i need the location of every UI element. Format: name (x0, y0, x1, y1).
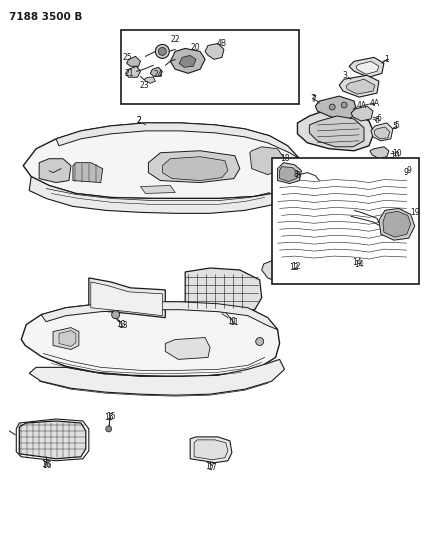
Polygon shape (194, 440, 228, 460)
Text: 12: 12 (291, 262, 300, 271)
Polygon shape (39, 159, 71, 182)
Polygon shape (250, 147, 285, 175)
Text: 16: 16 (41, 460, 51, 469)
Text: 5: 5 (392, 123, 397, 132)
Text: 14: 14 (354, 260, 364, 269)
Text: 3: 3 (343, 71, 348, 80)
Polygon shape (374, 127, 390, 139)
Text: 15: 15 (106, 411, 116, 421)
Text: 8: 8 (295, 171, 300, 180)
Text: 11: 11 (229, 318, 239, 327)
Polygon shape (315, 96, 357, 119)
Polygon shape (339, 75, 379, 97)
Polygon shape (349, 58, 384, 77)
Text: 1: 1 (384, 55, 389, 64)
Polygon shape (145, 77, 155, 83)
Polygon shape (59, 330, 76, 346)
Text: 13: 13 (118, 321, 128, 330)
Circle shape (341, 102, 347, 108)
Polygon shape (370, 147, 389, 159)
Text: 2: 2 (136, 116, 141, 125)
Bar (121, 29, 300, 104)
Text: 24: 24 (154, 70, 163, 79)
Polygon shape (351, 106, 373, 121)
Polygon shape (371, 123, 393, 141)
Text: 22: 22 (170, 35, 180, 44)
Text: 20: 20 (190, 43, 200, 52)
Text: 25: 25 (123, 53, 132, 62)
Bar (272, 158, 419, 284)
Circle shape (155, 44, 169, 58)
Circle shape (106, 426, 112, 432)
Polygon shape (21, 302, 279, 376)
Polygon shape (73, 163, 103, 182)
Polygon shape (127, 56, 140, 66)
Text: 6: 6 (374, 116, 379, 125)
Text: 10: 10 (390, 151, 400, 160)
Text: 17: 17 (207, 463, 217, 472)
Polygon shape (150, 67, 162, 76)
Polygon shape (91, 282, 162, 316)
Text: 5: 5 (394, 122, 399, 131)
Circle shape (329, 104, 335, 110)
Circle shape (256, 337, 264, 345)
Polygon shape (149, 151, 240, 182)
Polygon shape (309, 116, 364, 147)
Polygon shape (279, 167, 298, 182)
Text: 18: 18 (280, 154, 289, 163)
Text: 10: 10 (392, 149, 401, 158)
Polygon shape (190, 437, 232, 463)
Polygon shape (356, 61, 379, 74)
Polygon shape (170, 49, 205, 73)
Text: 6: 6 (377, 115, 381, 124)
Polygon shape (41, 302, 278, 329)
Polygon shape (262, 260, 294, 282)
Polygon shape (19, 421, 86, 459)
Polygon shape (297, 109, 374, 151)
Polygon shape (165, 337, 210, 359)
Polygon shape (53, 328, 79, 350)
Polygon shape (56, 123, 300, 159)
Text: 13: 13 (116, 320, 125, 329)
Polygon shape (29, 359, 285, 395)
Text: 14: 14 (352, 257, 362, 266)
Text: 12: 12 (289, 263, 298, 272)
Polygon shape (162, 157, 228, 181)
Polygon shape (89, 278, 165, 318)
Polygon shape (140, 185, 175, 193)
Text: 21: 21 (125, 69, 134, 78)
Polygon shape (346, 79, 375, 94)
Text: 19: 19 (410, 208, 419, 217)
Circle shape (112, 311, 119, 319)
Text: 23: 23 (140, 80, 149, 90)
Polygon shape (179, 55, 196, 67)
Polygon shape (29, 176, 294, 213)
Polygon shape (387, 160, 405, 173)
Polygon shape (23, 123, 304, 198)
Text: 17: 17 (205, 462, 215, 471)
Text: 11: 11 (227, 317, 237, 326)
Polygon shape (185, 268, 262, 312)
Text: 9: 9 (403, 168, 408, 177)
Polygon shape (125, 66, 140, 77)
Text: 7: 7 (311, 94, 316, 103)
Text: 2: 2 (136, 116, 141, 125)
Text: 4B: 4B (217, 39, 227, 48)
Polygon shape (335, 240, 361, 260)
Polygon shape (205, 44, 224, 59)
Text: 8: 8 (293, 170, 298, 179)
Text: 4A: 4A (357, 101, 367, 110)
Polygon shape (283, 173, 295, 184)
Polygon shape (379, 208, 415, 240)
Text: 7188 3500 B: 7188 3500 B (9, 12, 83, 22)
Text: 9: 9 (406, 166, 411, 175)
Circle shape (158, 47, 166, 55)
Text: 16: 16 (42, 461, 52, 470)
Text: 15: 15 (104, 413, 113, 422)
Polygon shape (383, 212, 411, 237)
Polygon shape (278, 163, 301, 183)
Text: 4A: 4A (370, 99, 380, 108)
Text: 7: 7 (310, 94, 315, 102)
